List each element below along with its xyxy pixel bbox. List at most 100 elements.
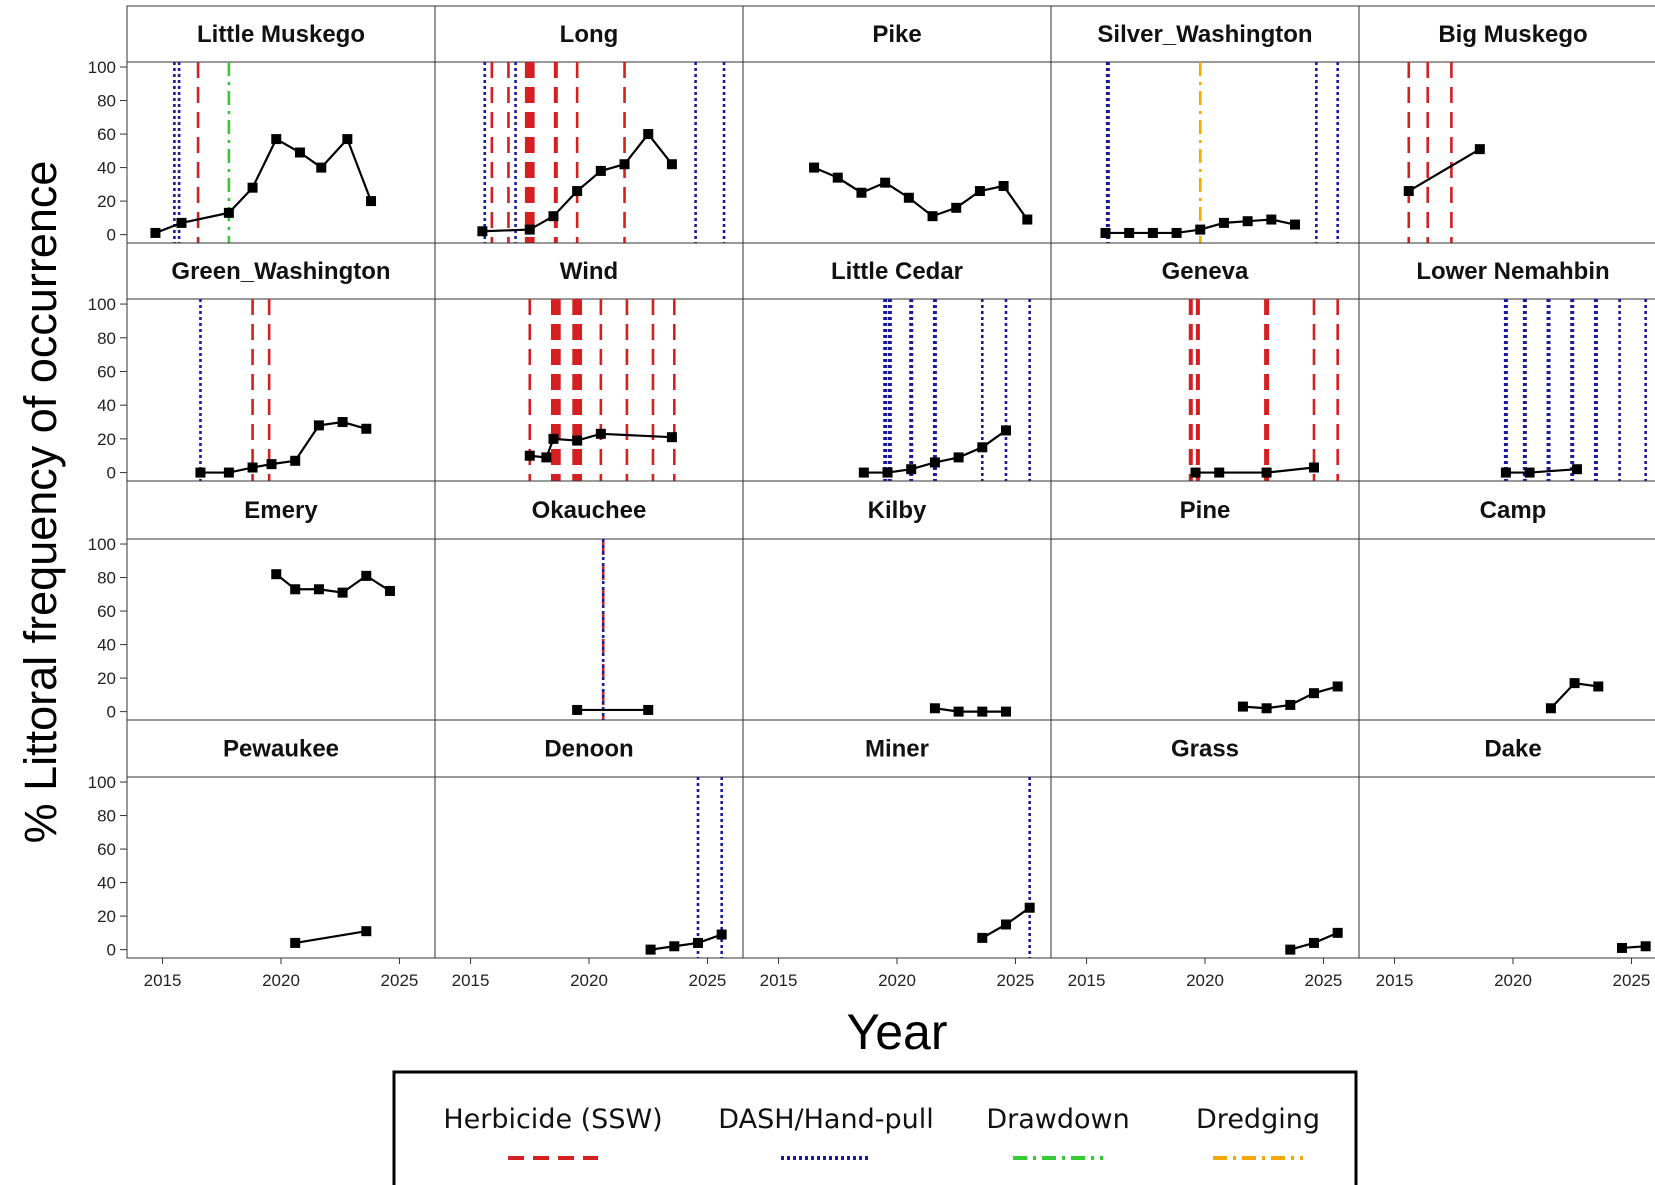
panel-title: Geneva bbox=[1162, 258, 1249, 285]
data-point bbox=[271, 134, 282, 145]
panel-pine: Pine bbox=[1050, 480, 1360, 721]
data-point bbox=[290, 455, 301, 466]
data-point bbox=[294, 147, 305, 158]
legend-label-drawdown: Drawdown bbox=[986, 1104, 1129, 1135]
data-point bbox=[998, 181, 1009, 192]
panel-title: Pewaukee bbox=[223, 736, 339, 763]
panel-frame bbox=[126, 298, 436, 482]
data-point bbox=[858, 467, 869, 478]
data-point bbox=[541, 452, 552, 463]
panel-pewaukee: Pewaukee 0 20 40 60 80 100 2015 2020 2025 bbox=[88, 719, 436, 990]
legend: Herbicide (SSW) DASH/Hand-pull Drawdown Dre… bbox=[392, 1070, 1358, 1185]
panel-plot-area bbox=[1403, 62, 1485, 243]
y-tick-label: 80 bbox=[97, 807, 116, 826]
data-point bbox=[337, 417, 348, 428]
data-point bbox=[1190, 467, 1201, 478]
data-point bbox=[572, 435, 583, 446]
data-point bbox=[195, 467, 206, 478]
y-tick-label: 0 bbox=[107, 941, 116, 960]
data-point bbox=[669, 941, 680, 952]
panel-strip bbox=[1358, 5, 1655, 63]
panel-strip bbox=[126, 5, 436, 63]
panel-plot-area bbox=[977, 777, 1035, 958]
y-tick-label: 20 bbox=[97, 192, 116, 211]
data-point bbox=[247, 462, 258, 473]
panel-title: Kilby bbox=[868, 497, 927, 524]
data-point bbox=[1616, 942, 1627, 953]
data-point bbox=[247, 182, 258, 193]
data-point bbox=[977, 706, 988, 717]
y-tick-label: 20 bbox=[97, 669, 116, 688]
panel-frame bbox=[434, 538, 744, 721]
data-point bbox=[1290, 219, 1301, 230]
legend-label-dredging: Dredging bbox=[1196, 1104, 1320, 1135]
data-point bbox=[176, 217, 187, 228]
panel-frame bbox=[742, 776, 1052, 959]
data-point bbox=[1261, 703, 1272, 714]
panel-lower-nemahbin: Lower Nemahbin bbox=[1358, 242, 1655, 482]
panel-plot-area bbox=[524, 299, 677, 481]
series-line bbox=[1195, 466, 1315, 474]
data-point bbox=[1524, 467, 1535, 478]
y-tick-label: 40 bbox=[97, 874, 116, 893]
panel-strip bbox=[1050, 480, 1360, 540]
panel-title: Lower Nemahbin bbox=[1416, 258, 1609, 285]
y-axis-title: % Littoral frequency of occurrence bbox=[15, 161, 66, 844]
data-point bbox=[1308, 688, 1319, 699]
data-point bbox=[384, 585, 395, 596]
series-line bbox=[1505, 468, 1578, 474]
data-point bbox=[477, 226, 488, 237]
panel-title: Pine bbox=[1180, 497, 1231, 524]
legend-items: Herbicide (SSW) DASH/Hand-pull Drawdown Dre… bbox=[443, 1104, 1320, 1160]
y-tick-label: 40 bbox=[97, 159, 116, 178]
data-point bbox=[316, 162, 327, 173]
data-point bbox=[1403, 186, 1414, 197]
data-point bbox=[619, 159, 630, 170]
panel-frame bbox=[434, 298, 744, 482]
panel-plot-area bbox=[645, 777, 727, 958]
data-point bbox=[1171, 227, 1182, 238]
data-point bbox=[366, 196, 377, 207]
x-tick-label: 2025 bbox=[1305, 971, 1343, 990]
y-tick-label: 60 bbox=[97, 362, 116, 381]
panel-emery: Emery 0 20 40 60 80 100 bbox=[88, 480, 436, 722]
data-point bbox=[361, 926, 372, 937]
data-point bbox=[1242, 216, 1253, 227]
data-point bbox=[1474, 144, 1485, 155]
x-tick-label: 2020 bbox=[1186, 971, 1224, 990]
x-tick-label: 2020 bbox=[1494, 971, 1532, 990]
panel-plot-area bbox=[1545, 678, 1604, 714]
y-tick-label: 100 bbox=[88, 295, 116, 314]
x-tick-label: 2020 bbox=[570, 971, 608, 990]
panel-plot-area bbox=[290, 926, 372, 948]
legend-box bbox=[392, 1070, 1358, 1185]
panel-plot-area bbox=[1237, 681, 1343, 714]
panel-plot-area bbox=[195, 299, 372, 481]
panel-title: Dake bbox=[1484, 736, 1541, 763]
panel-strip bbox=[434, 480, 744, 540]
panel-strip bbox=[1050, 719, 1360, 778]
panel-plot-area bbox=[1100, 62, 1339, 243]
y-tick-label: 100 bbox=[88, 58, 116, 77]
data-point bbox=[290, 937, 301, 948]
panel-plot-area bbox=[858, 299, 1031, 481]
data-point bbox=[1000, 425, 1011, 436]
panel-okauchee: Okauchee bbox=[434, 480, 744, 721]
data-point bbox=[832, 172, 843, 183]
data-point bbox=[337, 587, 348, 598]
panel-green-washington: Green_Washington 0 20 40 60 80 100 bbox=[88, 242, 436, 483]
data-point bbox=[1024, 902, 1035, 913]
data-point bbox=[1308, 937, 1319, 948]
data-point bbox=[223, 207, 234, 218]
legend-label-herbicide: Herbicide (SSW) bbox=[443, 1104, 662, 1135]
data-point bbox=[643, 129, 654, 140]
data-point bbox=[692, 937, 703, 948]
data-point bbox=[1308, 462, 1319, 473]
x-tick-label: 2025 bbox=[689, 971, 727, 990]
data-point bbox=[1000, 706, 1011, 717]
panel-title: Silver_Washington bbox=[1097, 21, 1312, 48]
y-tick-label: 0 bbox=[107, 703, 116, 722]
legend-label-dash: DASH/Hand-pull bbox=[718, 1104, 933, 1135]
data-point bbox=[1214, 467, 1225, 478]
data-point bbox=[1500, 467, 1511, 478]
